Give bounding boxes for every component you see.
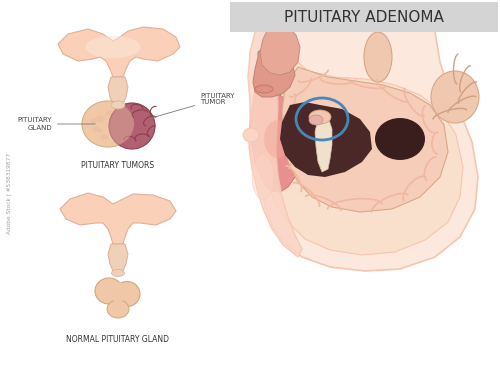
Polygon shape [58, 27, 180, 77]
Polygon shape [260, 22, 300, 75]
Ellipse shape [255, 85, 273, 93]
Ellipse shape [375, 118, 425, 160]
Ellipse shape [364, 32, 392, 82]
Ellipse shape [114, 115, 120, 120]
Ellipse shape [431, 71, 479, 123]
Ellipse shape [98, 129, 102, 133]
Ellipse shape [114, 281, 140, 307]
Polygon shape [248, 15, 302, 257]
Text: Adobe Stock | #538319877: Adobe Stock | #538319877 [7, 152, 12, 234]
Ellipse shape [264, 120, 292, 158]
Polygon shape [108, 244, 128, 271]
Polygon shape [262, 45, 463, 255]
Polygon shape [282, 67, 448, 212]
Text: NORMAL PITUITARY GLAND: NORMAL PITUITARY GLAND [66, 335, 170, 344]
Polygon shape [280, 102, 372, 177]
Polygon shape [60, 193, 176, 244]
Ellipse shape [107, 300, 129, 318]
Text: PITUITARY
GLAND: PITUITARY GLAND [18, 118, 95, 130]
Ellipse shape [108, 123, 118, 130]
Ellipse shape [92, 127, 100, 132]
Ellipse shape [95, 278, 123, 304]
Ellipse shape [100, 134, 108, 140]
Polygon shape [315, 115, 332, 172]
Ellipse shape [309, 110, 331, 124]
Ellipse shape [95, 115, 105, 123]
Polygon shape [253, 47, 295, 97]
Ellipse shape [309, 115, 323, 125]
Ellipse shape [112, 269, 124, 276]
Polygon shape [250, 89, 302, 192]
Text: PITUITARY ADENOMA: PITUITARY ADENOMA [284, 10, 444, 24]
Ellipse shape [86, 36, 140, 58]
FancyBboxPatch shape [230, 2, 498, 32]
Ellipse shape [109, 103, 155, 149]
Ellipse shape [243, 128, 259, 142]
Polygon shape [108, 77, 128, 104]
Ellipse shape [90, 118, 96, 123]
Ellipse shape [111, 101, 125, 109]
Ellipse shape [109, 282, 127, 302]
Ellipse shape [82, 101, 134, 147]
Ellipse shape [82, 101, 134, 147]
Text: PITUITARY
TUMOR: PITUITARY TUMOR [150, 92, 234, 118]
Ellipse shape [106, 110, 114, 116]
Ellipse shape [252, 154, 274, 200]
Text: PITUITARY TUMORS: PITUITARY TUMORS [82, 161, 154, 170]
Polygon shape [249, 12, 478, 271]
